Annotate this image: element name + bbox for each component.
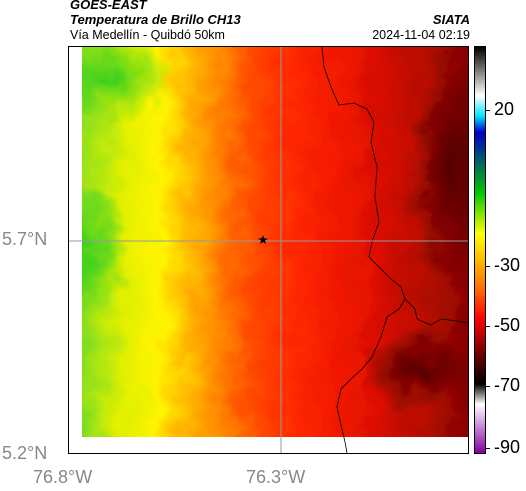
temperature-colorbar	[474, 46, 486, 454]
colorbar-label: -30	[494, 255, 521, 275]
product-title: Temperatura de Brillo CH13	[70, 12, 241, 27]
colorbar-tick	[486, 448, 490, 449]
lat-label: 5.7°N	[2, 229, 48, 249]
map-panel[interactable]	[68, 46, 469, 454]
colorbar-label: 20	[494, 99, 515, 119]
lon-label: 76.3°W	[246, 467, 306, 487]
location-star-marker	[258, 235, 268, 244]
lat-label: 5.2°N	[2, 443, 48, 463]
brightness-temperature-map	[69, 47, 468, 453]
colorbar-label: -50	[494, 315, 521, 335]
agency-label: SIATA	[432, 12, 470, 27]
region-subtitle: Vía Medellín - Quibdó 50km	[70, 28, 225, 42]
colorbar-tick	[486, 386, 490, 387]
colorbar-tick	[486, 266, 490, 267]
timestamp-label: 2024-11-04 02:19	[372, 28, 470, 42]
colorbar-label: -90	[494, 437, 521, 457]
boundary-line	[321, 47, 468, 326]
colorbar-tick	[486, 326, 490, 327]
lon-label: 76.8°W	[33, 467, 93, 487]
satellite-source-label: GOES-EAST	[70, 0, 147, 12]
boundary-line	[336, 298, 406, 453]
brightness-field	[69, 47, 468, 453]
colorbar-label: -70	[494, 375, 521, 395]
colorbar-tick	[486, 110, 490, 111]
